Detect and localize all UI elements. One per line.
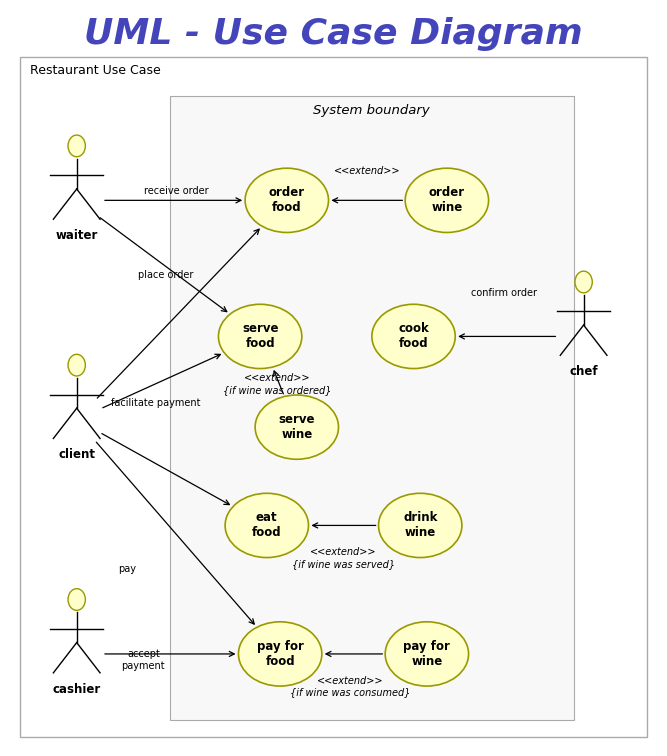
Ellipse shape [225,493,308,558]
Text: cashier: cashier [53,683,101,696]
Ellipse shape [245,169,328,233]
Text: System boundary: System boundary [313,104,430,116]
Text: pay: pay [118,564,135,575]
Text: confirm order: confirm order [471,287,536,298]
Text: <<extend>>: <<extend>> [334,166,400,176]
Ellipse shape [68,589,85,610]
Text: chef: chef [570,365,598,378]
Ellipse shape [575,271,592,293]
Text: eat
food: eat food [252,511,281,540]
Text: Restaurant Use Case: Restaurant Use Case [30,64,161,77]
Text: serve
wine: serve wine [279,413,315,442]
Text: <<extend>>
{if wine was served}: <<extend>> {if wine was served} [292,547,395,569]
Text: drink
wine: drink wine [403,511,438,540]
Text: facilitate payment: facilitate payment [111,398,200,408]
Ellipse shape [379,493,462,558]
Ellipse shape [68,355,85,376]
Ellipse shape [255,395,339,459]
Ellipse shape [386,621,468,686]
Ellipse shape [239,621,321,686]
Text: place order: place order [137,270,193,280]
Text: receive order: receive order [145,185,209,196]
Text: accept
payment: accept payment [121,649,165,671]
Text: order
food: order food [269,186,305,215]
Text: waiter: waiter [55,229,98,242]
Text: client: client [58,448,95,461]
Ellipse shape [218,304,301,368]
Ellipse shape [68,135,85,156]
Text: cook
food: cook food [398,322,429,351]
Text: UML - Use Case Diagram: UML - Use Case Diagram [84,17,583,51]
Text: pay for
food: pay for food [257,640,303,668]
Bar [170,96,574,720]
Ellipse shape [406,169,489,233]
Text: pay for
wine: pay for wine [404,640,450,668]
Text: order
wine: order wine [429,186,465,215]
Text: <<extend>>
{if wine was ordered}: <<extend>> {if wine was ordered} [223,373,331,395]
Ellipse shape [372,304,455,368]
Text: serve
food: serve food [242,322,278,351]
Text: <<extend>>
{if wine was consumed}: <<extend>> {if wine was consumed} [290,676,410,697]
